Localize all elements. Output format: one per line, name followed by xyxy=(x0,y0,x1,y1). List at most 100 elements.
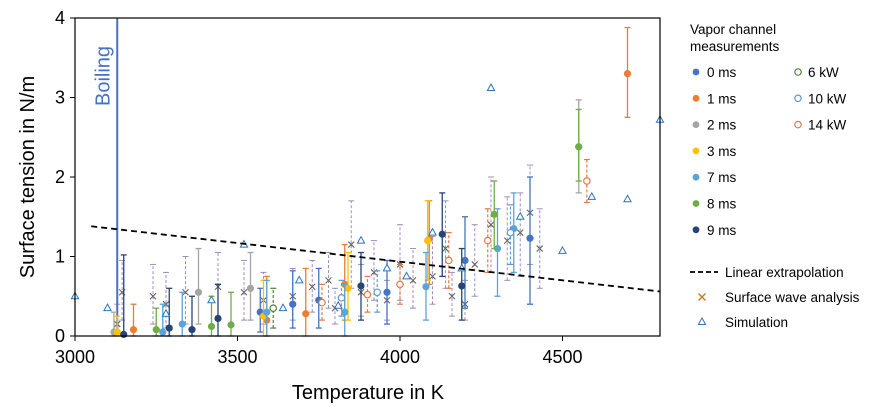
boiling-label: Boiling xyxy=(92,46,114,106)
time-point-marker xyxy=(357,282,365,290)
time-point-marker xyxy=(341,308,349,316)
y-tick-label: 4 xyxy=(55,8,65,28)
power-point-marker xyxy=(373,288,382,297)
simulation-point xyxy=(333,300,343,309)
legend-marker xyxy=(692,173,700,181)
time-point-marker xyxy=(152,326,160,334)
simulation-point xyxy=(382,263,392,272)
legend-marker xyxy=(794,94,802,103)
legend-marker xyxy=(692,94,700,102)
time-point-marker xyxy=(207,322,216,331)
plot-area xyxy=(70,18,665,339)
x-tick-label: 4500 xyxy=(542,347,582,367)
legend-label: 3 ms xyxy=(707,144,737,159)
power-point-marker xyxy=(337,294,346,302)
simulation-point xyxy=(161,308,171,317)
legend-title-line1: Vapor channel xyxy=(690,22,776,37)
time-point-marker xyxy=(113,328,121,336)
surface-wave-point xyxy=(536,245,544,252)
power-point-marker xyxy=(444,256,453,265)
time-point-marker xyxy=(120,330,128,339)
time-point-marker xyxy=(165,324,173,332)
surface-wave-point xyxy=(308,283,316,291)
legend-simulation-label: Simulation xyxy=(725,315,788,330)
simulation-point xyxy=(207,295,216,304)
surface-wave-point xyxy=(429,272,436,280)
time-point-marker xyxy=(424,237,432,245)
surface-wave-point xyxy=(162,300,170,308)
time-point-marker xyxy=(178,320,186,328)
legend-label: 8 ms xyxy=(707,197,737,212)
simulation-point xyxy=(623,194,632,203)
y-tick-label: 2 xyxy=(55,167,65,187)
time-point-marker xyxy=(289,300,297,308)
time-point-marker xyxy=(246,284,255,292)
legend-surface-wave-marker xyxy=(698,293,706,301)
time-point-marker xyxy=(194,288,203,296)
plot-frame xyxy=(74,17,661,337)
surface-wave-point xyxy=(149,292,157,300)
legend-label: 10 kW xyxy=(808,91,847,106)
x-axis-title: Temperature in K xyxy=(292,382,445,404)
legend-marker xyxy=(692,121,700,128)
power-point-marker xyxy=(506,228,515,237)
legend-title-line2: measurements xyxy=(690,39,780,54)
x-tick-label: 3000 xyxy=(55,347,95,367)
time-point-marker xyxy=(493,244,502,253)
y-tick-label: 3 xyxy=(55,88,65,108)
simulation-point xyxy=(356,235,366,244)
legend-marker xyxy=(692,68,700,76)
simulation-point xyxy=(587,191,597,200)
time-point-marker xyxy=(490,210,498,218)
time-point-marker xyxy=(526,234,534,242)
surface-wave-point xyxy=(325,276,332,284)
time-point-marker xyxy=(227,321,235,329)
surface-wave-point xyxy=(409,276,417,284)
surface-wave-point xyxy=(448,292,456,300)
surface-wave-point xyxy=(182,288,189,296)
legend-marker xyxy=(692,147,700,155)
legend-surface-wave-label: Surface wave analysis xyxy=(725,290,860,305)
simulation-point xyxy=(428,227,437,236)
simulation-point xyxy=(278,303,288,312)
simulation-point xyxy=(486,82,496,91)
legend-marker xyxy=(692,226,700,234)
surface-wave-point xyxy=(503,237,511,244)
surface-wave-point xyxy=(240,288,248,296)
power-point-marker xyxy=(483,236,492,245)
y-axis-title: Surface tension in N/m xyxy=(17,76,39,278)
surface-wave-point xyxy=(347,241,355,248)
power-point-marker xyxy=(363,290,372,299)
time-point-marker xyxy=(344,284,352,292)
power-point-marker xyxy=(396,280,404,289)
legend-label: 6 kW xyxy=(808,65,839,80)
simulation-point xyxy=(402,271,411,280)
surface-wave-point xyxy=(487,221,495,229)
time-point-marker xyxy=(159,328,167,336)
legend-linear-label: Linear extrapolation xyxy=(725,265,844,280)
simulation-point xyxy=(294,275,304,284)
legend-label: 9 ms xyxy=(707,223,737,238)
legend-label: 1 ms xyxy=(707,91,737,106)
legend-marker xyxy=(794,68,802,76)
surface-wave-point xyxy=(471,261,479,268)
legend-label: 7 ms xyxy=(707,170,737,185)
time-point-marker xyxy=(129,326,138,334)
time-point-marker xyxy=(188,326,196,334)
time-point-marker xyxy=(438,230,446,238)
y-tick-label: 0 xyxy=(55,326,65,346)
legend-label: 0 ms xyxy=(707,65,737,80)
legend-simulation-marker xyxy=(697,316,707,325)
time-point-marker xyxy=(461,256,469,265)
simulation-point xyxy=(515,211,525,220)
legend: Vapor channel measurements 0 ms 1 ms 2 ms 3… xyxy=(690,22,860,330)
legend-label: 14 kW xyxy=(808,118,847,133)
linear-extrapolation-line xyxy=(91,225,661,293)
time-point-marker xyxy=(383,288,391,296)
time-point-marker xyxy=(575,143,583,151)
time-point-marker xyxy=(623,70,632,78)
simulation-point xyxy=(103,303,112,312)
y-tick-label: 1 xyxy=(55,247,65,267)
axes: 3000 3500 4000 4500 0 1 2 3 4 xyxy=(55,8,661,367)
